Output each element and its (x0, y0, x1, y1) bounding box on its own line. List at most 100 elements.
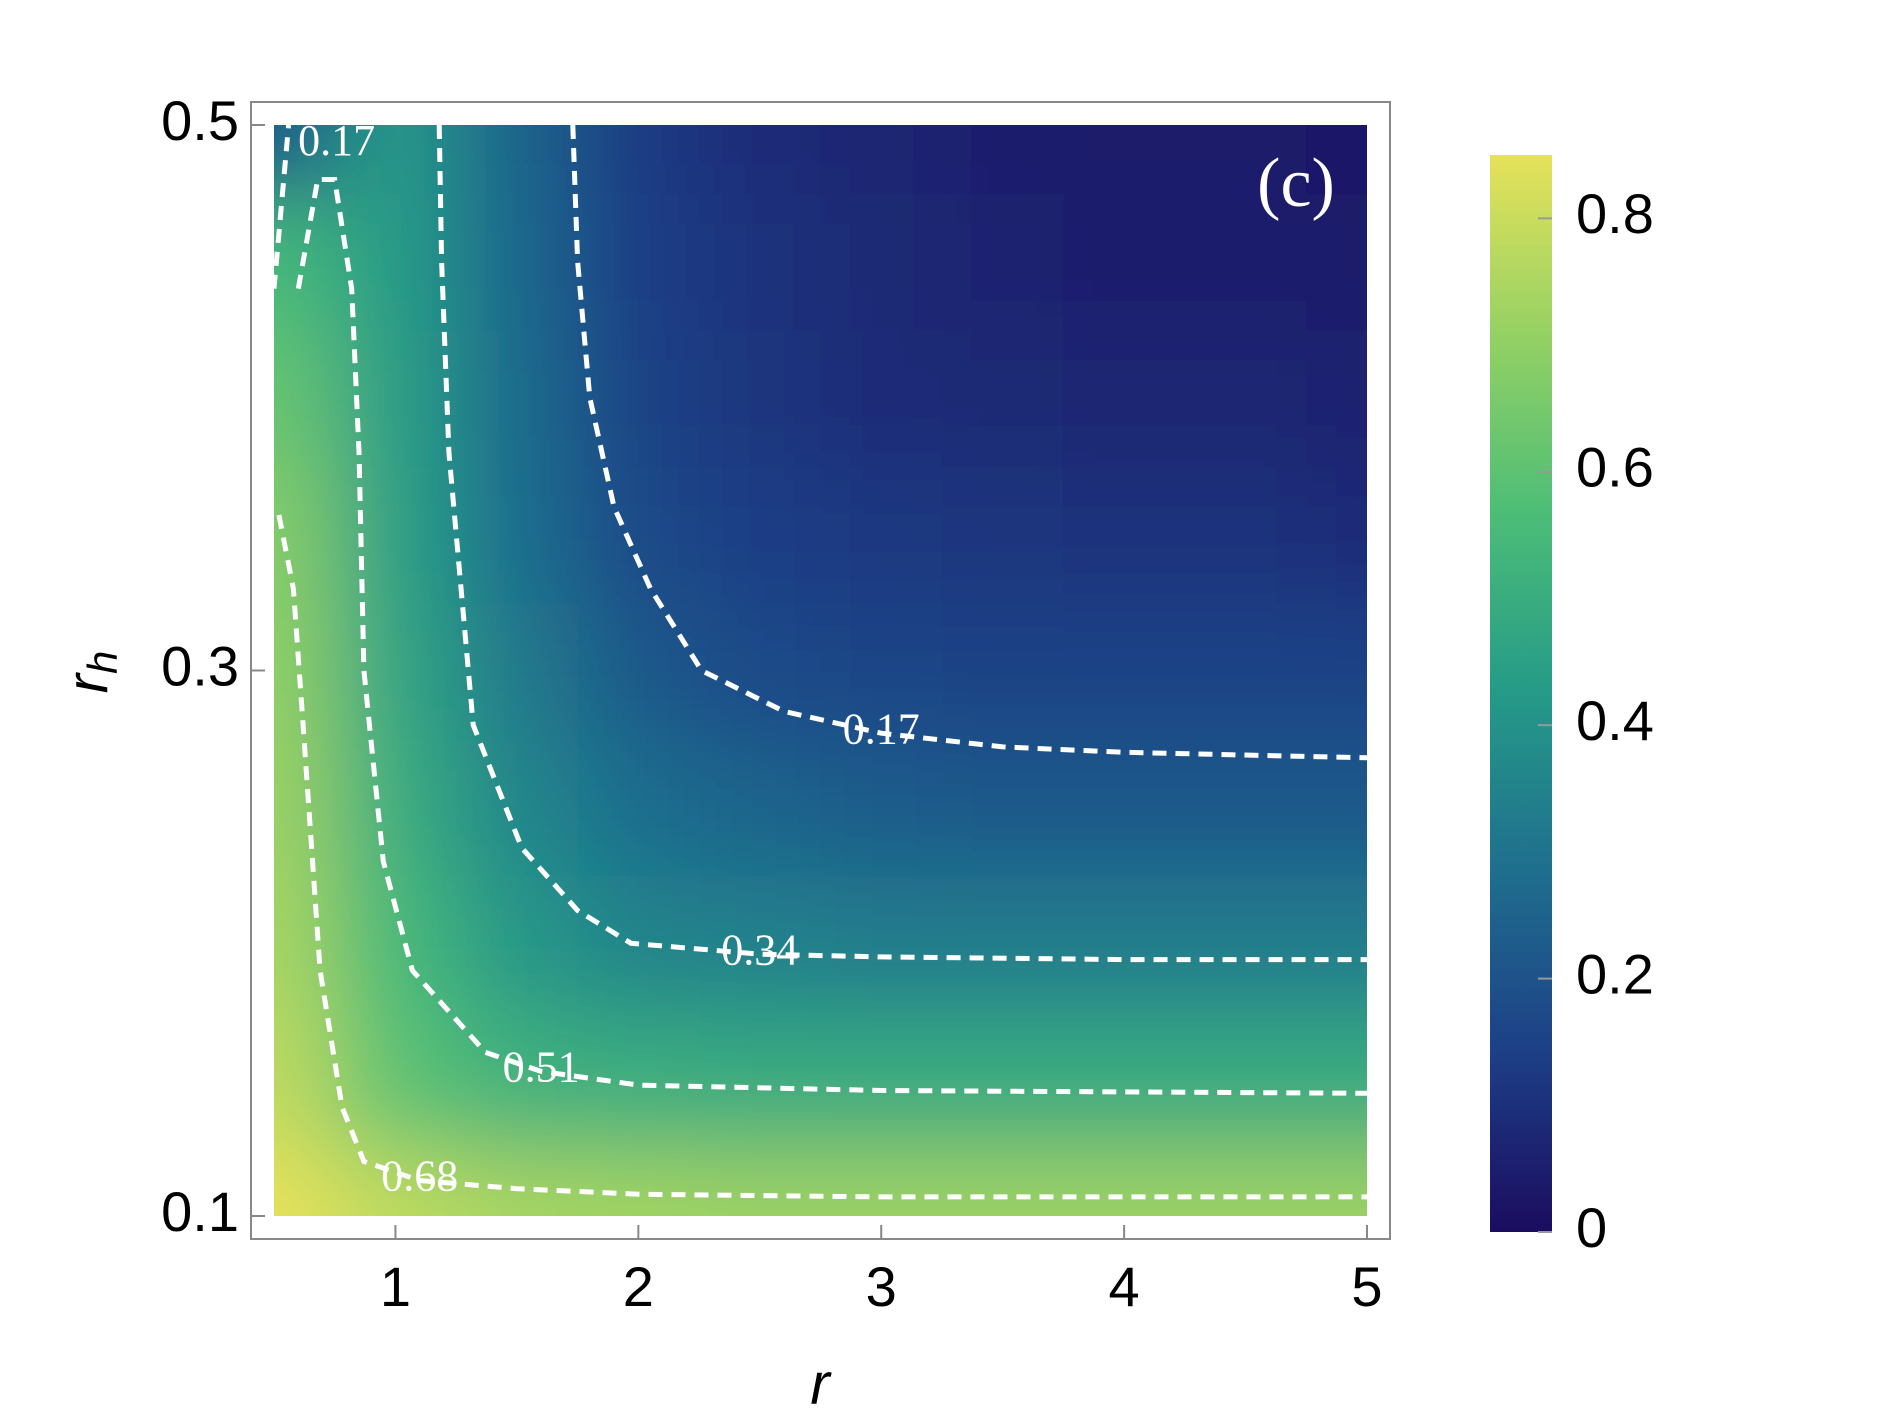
y-axis-label: rh (55, 651, 126, 694)
heat-cell (274, 602, 336, 740)
contour-label: 0.17 (843, 704, 920, 753)
heat-cell (456, 329, 579, 467)
heat-cell (334, 1011, 458, 1149)
heat-cell (334, 738, 458, 877)
heat-cell (274, 1147, 336, 1216)
heat-cell (1306, 738, 1367, 877)
y-tick-label: 0.1 (161, 1180, 239, 1243)
heat-cell (820, 465, 943, 604)
heat-cell (334, 1147, 458, 1216)
heat-cell (1306, 1147, 1367, 1216)
heat-cell (1306, 329, 1367, 467)
heat-cell (699, 329, 822, 467)
heat-cell (1063, 125, 1186, 195)
heat-cell (699, 1147, 822, 1216)
heat-cell (699, 465, 822, 604)
heat-cell (1063, 1147, 1186, 1216)
heat-cell (1063, 465, 1186, 604)
y-tick-label: 0.5 (161, 89, 239, 152)
colorbar-tick-label: 0.2 (1576, 942, 1654, 1005)
heat-cell (941, 193, 1065, 331)
heat-cell (334, 465, 458, 604)
heat-cell (1063, 329, 1186, 467)
heat-cell (334, 875, 458, 1013)
heat-cell (820, 875, 943, 1013)
heat-cell (577, 329, 701, 467)
heat-cell (1063, 738, 1186, 877)
heat-cell (456, 465, 579, 604)
x-tick-label: 4 (1109, 1255, 1140, 1318)
heat-cell (1306, 602, 1367, 740)
heat-cell (577, 602, 701, 740)
heat-cell (941, 602, 1065, 740)
y-axis-label-sub: h (79, 651, 126, 674)
heat-cell (941, 738, 1065, 877)
heat-cell (699, 602, 822, 740)
heat-cell (1063, 1011, 1186, 1149)
contour-line (436, 124, 1367, 963)
heat-cell (274, 738, 336, 877)
heat-cell (274, 125, 336, 195)
heat-cell (456, 125, 579, 195)
x-tick-label: 1 (380, 1255, 411, 1318)
heat-cell (1184, 1011, 1308, 1149)
x-tick-label: 2 (623, 1255, 654, 1318)
colorbar (1490, 155, 1552, 1232)
heat-cell (699, 875, 822, 1013)
heat-cell (820, 1011, 943, 1149)
heat-cell (1184, 329, 1308, 467)
heat-cell (334, 125, 458, 195)
heat-cell (456, 875, 579, 1013)
heat-cell (456, 602, 579, 740)
heat-cell (820, 193, 943, 331)
x-tick-label: 3 (866, 1255, 897, 1318)
heat-cell (699, 193, 822, 331)
contour-line (570, 124, 1368, 761)
heat-cell (1184, 875, 1308, 1013)
heat-cell (456, 738, 579, 877)
contour-label: 0.51 (503, 1043, 580, 1092)
heat-cell (274, 875, 336, 1013)
colorbar-tick-label: 0 (1576, 1196, 1607, 1259)
contour-line (271, 124, 292, 289)
y-tick-label: 0.3 (161, 634, 239, 697)
contours: 0.17 0.34 0.51 0.68 0.17 (271, 116, 1368, 1201)
heat-cell (274, 465, 336, 604)
heat-cell (820, 602, 943, 740)
contour-line (295, 177, 1368, 1096)
heat-cell (577, 465, 701, 604)
heat-cell (1184, 193, 1308, 331)
heat-cell (941, 1147, 1065, 1216)
contour-line (276, 514, 1367, 1200)
colorbar-tick-label: 0.6 (1576, 436, 1654, 499)
heat-cell (577, 1147, 701, 1216)
heat-cell (941, 329, 1065, 467)
heat-cell (941, 875, 1065, 1013)
heat-cell (334, 193, 458, 331)
heat-cell (820, 125, 943, 195)
x-axis-label: r (810, 1351, 832, 1416)
heat-cell (1184, 125, 1308, 195)
heat-cell (1306, 1011, 1367, 1149)
heat-cell (1063, 193, 1186, 331)
panel-label: (c) (1257, 145, 1335, 222)
heat-cell (456, 1011, 579, 1149)
y-axis-label-main: r (55, 671, 120, 693)
heat-cell (1306, 465, 1367, 604)
heat-cell (274, 1011, 336, 1149)
contour-label: 0.17 (298, 116, 375, 165)
heat-cell (941, 465, 1065, 604)
heat-cell (334, 602, 458, 740)
heat-cell (577, 738, 701, 877)
heat-cell (1306, 875, 1367, 1013)
x-tick-label: 5 (1351, 1255, 1382, 1318)
heat-cell (577, 1011, 701, 1149)
contour-label: 0.68 (381, 1152, 458, 1201)
heat-cell (820, 329, 943, 467)
colorbar-tick-label: 0.8 (1576, 182, 1654, 245)
heat-cell (1306, 125, 1367, 195)
heat-cell (456, 193, 579, 331)
heat-cell (1184, 602, 1308, 740)
heat-cell (1306, 193, 1367, 331)
